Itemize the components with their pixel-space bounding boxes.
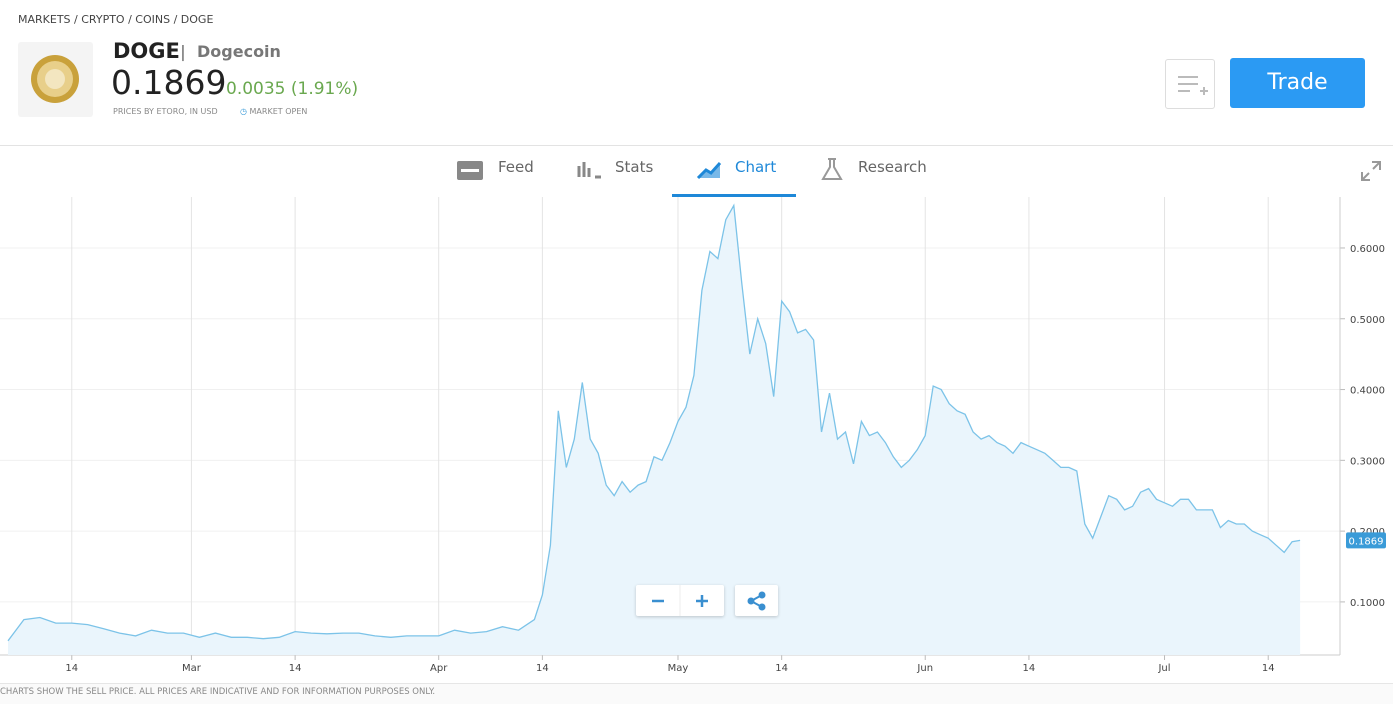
expand-icon[interactable] xyxy=(1358,158,1384,184)
zoom-icons[interactable] xyxy=(636,585,724,616)
research-icon xyxy=(821,158,843,180)
crumb[interactable]: MARKETS xyxy=(18,13,71,26)
market-status-text: MARKET OPEN xyxy=(249,107,308,116)
name-sep: | xyxy=(180,42,186,61)
feed-icon xyxy=(457,161,483,180)
x-tick-label: Apr xyxy=(430,663,448,674)
y-tick-label: 0.5000 xyxy=(1350,315,1385,326)
tab[interactable]: Research xyxy=(858,158,927,176)
tab[interactable]: Feed xyxy=(498,158,534,176)
trade-button[interactable]: Trade xyxy=(1230,58,1365,108)
tab-active[interactable]: Chart xyxy=(735,158,777,176)
x-tick-label: 14 xyxy=(65,663,78,674)
chart-icon xyxy=(696,161,722,180)
zoom-controls xyxy=(636,585,724,616)
price-change: 0.0035 (1.91%) xyxy=(226,79,359,99)
tab[interactable]: Stats xyxy=(615,158,654,176)
divider xyxy=(0,145,1393,146)
footer xyxy=(0,683,1393,704)
crumb[interactable]: COINS xyxy=(135,13,171,26)
x-tick-label: 14 xyxy=(1023,663,1036,674)
crumb[interactable]: CRYPTO xyxy=(81,13,125,26)
last-price-badge xyxy=(1346,532,1386,549)
x-tick-label: 14 xyxy=(775,663,788,674)
source-note: PRICES BY ETORO, IN USD xyxy=(113,107,218,116)
watchlist-icon xyxy=(1178,76,1208,95)
crumb: DOGE xyxy=(180,13,214,26)
tab-underline xyxy=(672,194,796,197)
logo-box xyxy=(18,42,93,117)
x-tick-label: 14 xyxy=(536,663,549,674)
logo xyxy=(31,55,79,103)
y-tick-label: 0.3000 xyxy=(1350,456,1385,467)
breadcrumb: MARKETS / CRYPTO / COINS / DOGE xyxy=(18,13,214,26)
x-tick-label: 14 xyxy=(1262,663,1275,674)
y-tick-label: 0.4000 xyxy=(1350,386,1385,397)
price-line xyxy=(7,203,1301,642)
area xyxy=(7,205,1301,655)
watchlist-button[interactable] xyxy=(1165,59,1215,109)
y-tick-label: 0.6000 xyxy=(1350,244,1385,255)
footer-note: CHARTS SHOW THE SELL PRICE. ALL PRICES A… xyxy=(0,687,436,697)
share-button[interactable] xyxy=(735,585,778,616)
price: 0.1869 xyxy=(111,63,227,102)
y-tick-label: 0.1000 xyxy=(1350,598,1385,609)
stats-icon xyxy=(577,162,601,179)
x-tick-label: Jun xyxy=(916,663,933,674)
chart: 0.10000.20000.30000.40000.50000.600014Ma… xyxy=(0,197,1386,674)
x-tick-label: May xyxy=(668,663,689,674)
share-icon xyxy=(747,591,766,611)
x-tick-label: 14 xyxy=(289,663,302,674)
x-tick-label: Mar xyxy=(182,663,202,674)
market-status: ◷ MARKET OPEN xyxy=(240,107,308,116)
x-tick-label: Jul xyxy=(1157,663,1170,674)
ticker: DOGE xyxy=(113,39,180,63)
coin-name: Dogecoin xyxy=(197,42,281,61)
last-price-label: 0.1869 xyxy=(1349,536,1384,547)
